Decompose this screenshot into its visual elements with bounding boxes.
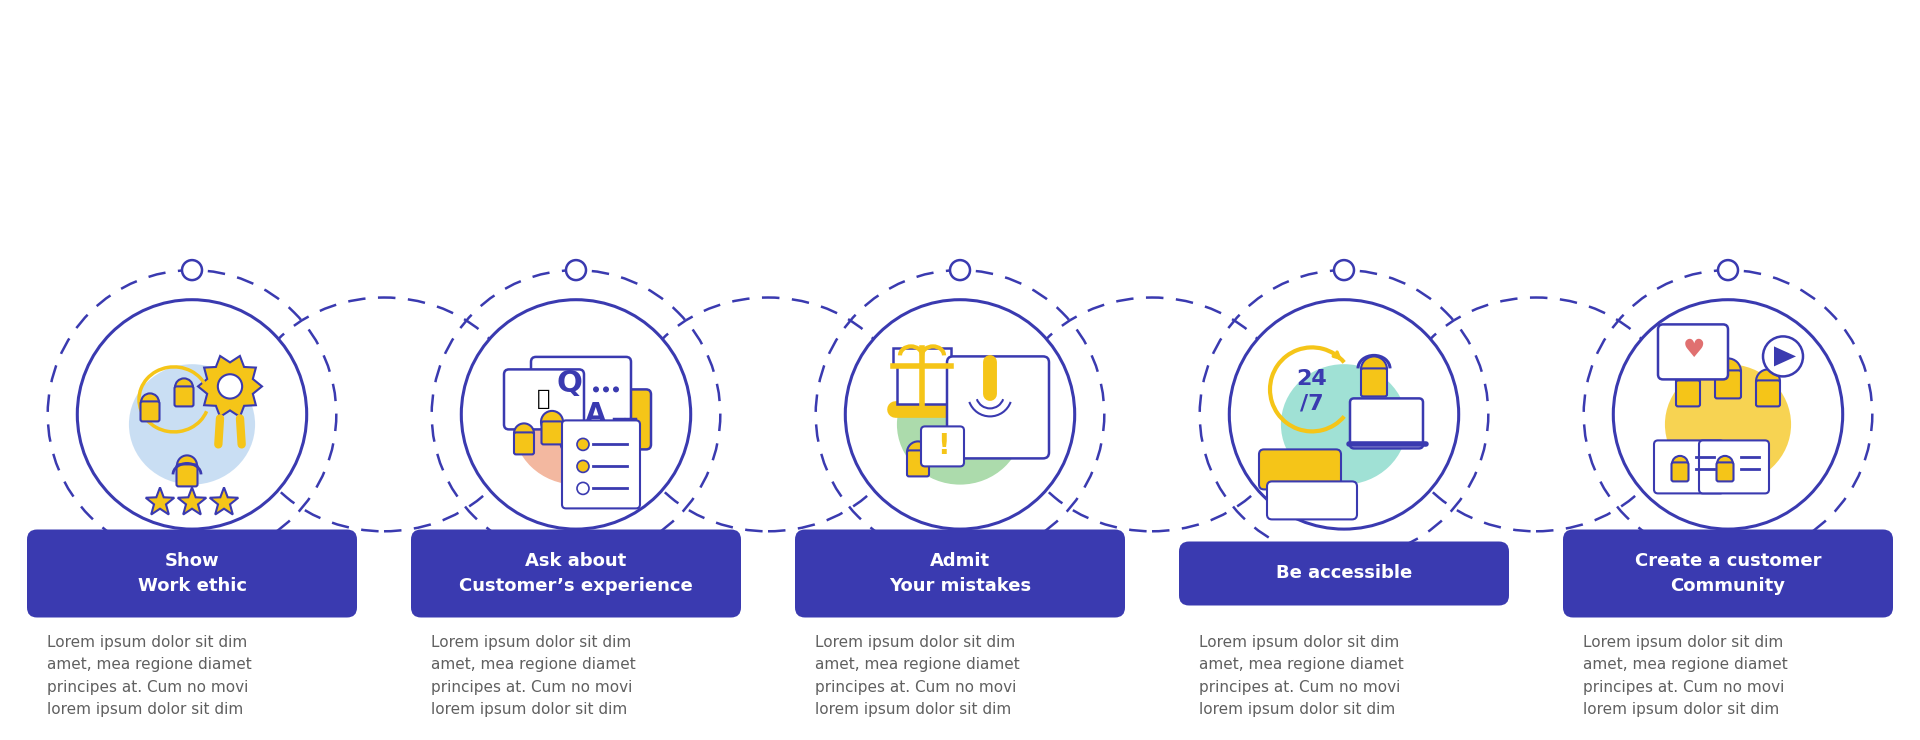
Text: /7: /7 [1300,394,1323,414]
Text: Admit
Your mistakes: Admit Your mistakes [889,552,1031,595]
Circle shape [603,386,609,392]
FancyBboxPatch shape [561,389,651,449]
Circle shape [1757,369,1780,394]
Circle shape [578,460,589,472]
Polygon shape [146,488,175,514]
Text: ♥: ♥ [1682,338,1705,363]
FancyBboxPatch shape [1179,542,1509,605]
FancyBboxPatch shape [503,369,584,429]
FancyBboxPatch shape [947,357,1048,458]
FancyBboxPatch shape [1563,530,1893,617]
Text: Lorem ipsum dolor sit dim
amet, mea regione diamet
principes at. Cum no movi
lor: Lorem ipsum dolor sit dim amet, mea regi… [814,636,1020,717]
Ellipse shape [1281,364,1407,485]
FancyBboxPatch shape [1260,449,1340,489]
Circle shape [515,423,534,443]
Circle shape [906,441,929,463]
FancyBboxPatch shape [532,357,632,422]
Circle shape [177,455,198,475]
Polygon shape [198,356,261,417]
FancyBboxPatch shape [1676,380,1699,406]
Polygon shape [179,488,205,514]
Circle shape [1716,456,1734,472]
FancyBboxPatch shape [1659,324,1728,380]
FancyBboxPatch shape [1716,462,1734,482]
Circle shape [612,386,618,392]
FancyBboxPatch shape [1699,440,1768,494]
Text: Be accessible: Be accessible [1277,565,1411,582]
Circle shape [1672,456,1688,472]
FancyBboxPatch shape [922,426,964,466]
Text: Q: Q [557,369,582,398]
Polygon shape [209,488,238,514]
Circle shape [1718,260,1738,280]
Circle shape [593,386,599,392]
Circle shape [1229,300,1459,529]
FancyBboxPatch shape [1267,482,1357,519]
FancyBboxPatch shape [563,420,639,508]
Circle shape [1613,300,1843,529]
Circle shape [541,411,563,433]
Text: Lorem ipsum dolor sit dim
amet, mea regione diamet
principes at. Cum no movi
lor: Lorem ipsum dolor sit dim amet, mea regi… [430,636,636,717]
Text: Lorem ipsum dolor sit dim
amet, mea regione diamet
principes at. Cum no movi
lor: Lorem ipsum dolor sit dim amet, mea regi… [46,636,252,717]
FancyBboxPatch shape [1653,440,1724,494]
FancyBboxPatch shape [1350,398,1423,448]
Text: 🛒: 🛒 [538,389,551,409]
FancyBboxPatch shape [1361,369,1386,397]
Ellipse shape [513,364,639,485]
Circle shape [77,300,307,529]
Circle shape [140,394,159,411]
FancyBboxPatch shape [515,432,534,454]
Text: Lorem ipsum dolor sit dim
amet, mea regione diamet
principes at. Cum no movi
lor: Lorem ipsum dolor sit dim amet, mea regi… [1198,636,1404,717]
FancyBboxPatch shape [541,421,563,445]
FancyBboxPatch shape [1672,462,1688,482]
FancyBboxPatch shape [1715,371,1741,398]
Circle shape [578,438,589,451]
Ellipse shape [1665,364,1791,485]
FancyBboxPatch shape [177,465,198,486]
Text: !: ! [937,432,948,460]
Circle shape [182,260,202,280]
Polygon shape [1774,346,1795,366]
Circle shape [1676,369,1699,394]
Text: A: A [586,401,607,429]
Circle shape [845,300,1075,529]
Text: 24: 24 [1296,369,1327,389]
FancyBboxPatch shape [140,401,159,421]
Circle shape [1763,337,1803,377]
FancyBboxPatch shape [411,530,741,617]
Circle shape [217,374,242,399]
FancyBboxPatch shape [27,530,357,617]
Circle shape [1334,260,1354,280]
FancyBboxPatch shape [906,451,929,477]
Text: Show
Work ethic: Show Work ethic [138,552,246,595]
FancyBboxPatch shape [1757,380,1780,406]
Text: Ask about
Customer’s experience: Ask about Customer’s experience [459,552,693,595]
Circle shape [175,378,194,397]
Text: Lorem ipsum dolor sit dim
amet, mea regione diamet
principes at. Cum no movi
lor: Lorem ipsum dolor sit dim amet, mea regi… [1582,636,1788,717]
Circle shape [578,482,589,494]
Circle shape [566,260,586,280]
Circle shape [1361,357,1386,383]
Circle shape [461,300,691,529]
FancyBboxPatch shape [175,386,194,406]
Text: Create a customer
Community: Create a customer Community [1634,552,1822,595]
Circle shape [950,260,970,280]
Ellipse shape [129,364,255,485]
FancyBboxPatch shape [795,530,1125,617]
Ellipse shape [897,364,1023,485]
FancyBboxPatch shape [893,349,950,366]
Circle shape [1715,358,1741,384]
FancyBboxPatch shape [897,366,947,404]
